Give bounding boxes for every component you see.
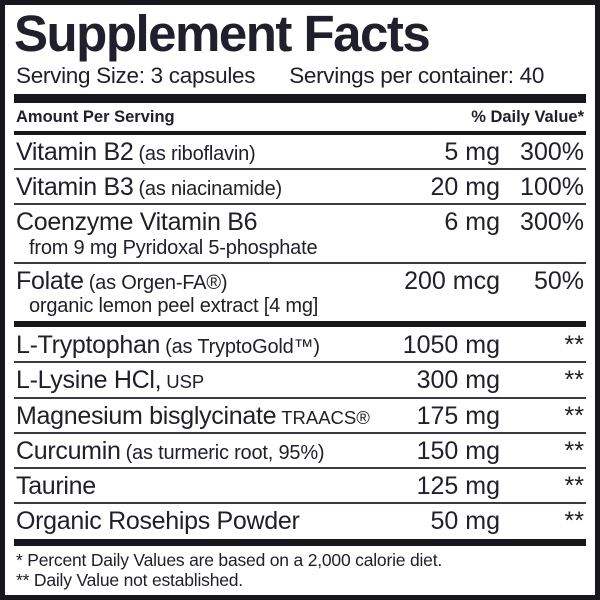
- column-header-amount: Amount Per Serving: [16, 107, 175, 126]
- nutrient-name-cell: Vitamin B3 (as niacinamide): [16, 174, 388, 200]
- nutrient-row: Vitamin B3 (as niacinamide) 20 mg 100%: [14, 168, 586, 203]
- nutrient-name: Magnesium bisglycinate: [16, 401, 277, 430]
- servings-per-container: Servings per container: 40: [289, 63, 545, 89]
- nutrient-amount: 125 mg: [416, 472, 500, 501]
- nutrient-amount: 50 mg: [430, 507, 500, 536]
- nutrient-name: Curcumin: [16, 436, 121, 465]
- divider-bar-footer: [14, 538, 586, 546]
- footnotes: * Percent Daily Values are based on a 2,…: [14, 546, 586, 591]
- nutrient-row: Coenzyme Vitamin B6 from 9 mg Pyridoxal …: [14, 203, 586, 261]
- nutrient-name: Folate: [16, 266, 84, 295]
- nutrient-name-cell: Curcumin (as turmeric root, 95%): [16, 438, 388, 464]
- other-ingredients-section: L-Tryptophan (as TryptoGold™) 1050 mg ** …: [14, 328, 586, 538]
- nutrient-daily-value: **: [564, 331, 584, 360]
- vitamins-section: Vitamin B2 (as riboflavin) 5 mg 300% Vita…: [14, 135, 586, 320]
- nutrient-amount: 20 mg: [430, 173, 500, 202]
- divider-bar-section: [14, 320, 586, 328]
- nutrient-daily-value: **: [564, 366, 584, 395]
- nutrient-name: Vitamin B3: [16, 173, 134, 202]
- nutrient-daily-value: **: [564, 472, 584, 501]
- divider-bar-top: [14, 94, 586, 103]
- nutrient-qualifier: (as TryptoGold™): [165, 336, 320, 359]
- nutrient-name-cell: Folate (as Orgen-FA®) organic lemon peel …: [16, 266, 388, 317]
- nutrient-row: Organic Rosehips Powder 50 mg **: [14, 502, 586, 537]
- nutrient-amount: 175 mg: [416, 401, 500, 430]
- nutrient-name-cell: Magnesium bisglycinate TRAACS®: [16, 403, 388, 429]
- nutrient-name-cell: Taurine: [16, 473, 388, 499]
- nutrient-name: L-Tryptophan: [16, 331, 161, 360]
- footnote-daily-values: * Percent Daily Values are based on a 2,…: [16, 549, 443, 570]
- nutrient-daily-value: 300%: [520, 137, 584, 166]
- nutrient-row: Curcumin (as turmeric root, 95%) 150 mg *…: [14, 431, 586, 467]
- nutrient-name-cell: Coenzyme Vitamin B6 from 9 mg Pyridoxal …: [16, 209, 388, 258]
- nutrient-amount: 150 mg: [416, 436, 500, 465]
- nutrient-name: Taurine: [16, 472, 96, 501]
- nutrient-name-cell: L-Tryptophan (as TryptoGold™): [16, 332, 388, 358]
- nutrient-qualifier: (as niacinamide): [138, 178, 282, 201]
- nutrient-name-cell: Vitamin B2 (as riboflavin): [16, 139, 388, 165]
- nutrient-name: Organic Rosehips Powder: [16, 507, 300, 536]
- nutrient-amount: 300 mg: [416, 366, 500, 395]
- column-header-row: Amount Per Serving % Daily Value*: [14, 103, 586, 131]
- divider-bar-header: [14, 130, 586, 135]
- serving-size: Serving Size: 3 capsules: [16, 63, 256, 89]
- nutrient-qualifier: (as Orgen-FA®): [88, 271, 228, 294]
- nutrient-daily-value: **: [564, 507, 584, 536]
- footnote-not-established: ** Daily Value not established.: [16, 570, 243, 591]
- nutrient-daily-value: **: [564, 401, 584, 430]
- nutrient-amount: 5 mg: [444, 137, 500, 166]
- nutrient-row: Folate (as Orgen-FA®) organic lemon peel …: [14, 261, 586, 320]
- serving-info: Serving Size: 3 capsules Servings per co…: [16, 63, 586, 89]
- nutrient-suffix: TRAACS®: [281, 406, 370, 428]
- nutrient-row: L-Tryptophan (as TryptoGold™) 1050 mg **: [14, 328, 586, 361]
- nutrient-daily-value: 300%: [520, 208, 584, 237]
- nutrient-daily-value: 50%: [533, 266, 584, 295]
- nutrient-row: L-Lysine HCl, USP 300 mg **: [14, 361, 586, 396]
- nutrient-amount: 6 mg: [444, 208, 500, 237]
- nutrient-subtext: from 9 mg Pyridoxal 5-phosphate: [29, 236, 318, 259]
- nutrient-row: Magnesium bisglycinate TRAACS® 175 mg **: [14, 396, 586, 432]
- nutrient-row: Taurine 125 mg **: [14, 467, 586, 502]
- column-header-daily-value: % Daily Value*: [471, 107, 584, 126]
- label-title: Supplement Facts: [14, 5, 431, 62]
- nutrient-amount: 200 mcg: [404, 266, 500, 295]
- nutrient-name-cell: Organic Rosehips Powder: [16, 508, 388, 534]
- nutrient-subtext: organic lemon peel extract [4 mg]: [29, 294, 319, 317]
- nutrient-name: Coenzyme Vitamin B6: [16, 208, 258, 237]
- nutrient-qualifier: (as turmeric root, 95%): [125, 441, 325, 464]
- nutrient-daily-value: **: [564, 436, 584, 465]
- nutrient-row: Vitamin B2 (as riboflavin) 5 mg 300%: [14, 135, 586, 168]
- nutrient-name: Vitamin B2: [16, 137, 134, 166]
- nutrient-qualifier: (as riboflavin): [138, 142, 256, 165]
- nutrient-suffix: USP: [166, 371, 205, 393]
- nutrient-name: L-Lysine HCl,: [16, 366, 162, 395]
- nutrient-name-cell: L-Lysine HCl, USP: [16, 367, 388, 393]
- nutrient-daily-value: 100%: [520, 173, 584, 202]
- nutrient-amount: 1050 mg: [402, 331, 500, 360]
